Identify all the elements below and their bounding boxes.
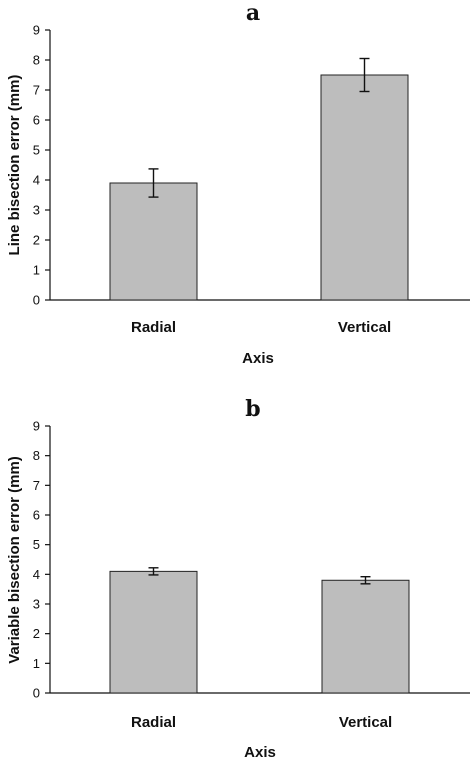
y-tick-label-a: 2 [33,233,40,248]
y-tick-label-a: 7 [33,83,40,98]
y-tick-label-b: 6 [33,508,40,523]
y-tick-label-b: 3 [33,597,40,612]
bars-a: Radial Vertical [109,57,409,336]
y-tick-label-a: 0 [33,293,40,308]
y-tick-label-a: 5 [33,143,40,158]
y-tick-label-b: 5 [33,537,40,552]
category-label-radial-b: Radial [131,714,176,731]
y-axis-title-b: Variable bisection error (mm) [6,456,23,664]
y-tick-label-b: 8 [33,448,40,463]
y-tick-label-b: 1 [33,656,40,671]
y-tick-label-a: 6 [33,113,40,128]
y-tick-label-b: 9 [33,419,40,434]
y-tick-label-a: 4 [33,173,40,188]
chart-b: b Variable bisection error (mm) Axis 0 1 2… [6,396,470,760]
x-axis-title-b: Axis [244,744,276,760]
y-tick-label-a: 8 [33,53,40,68]
y-tick-label-a: 9 [33,23,40,38]
bar-vertical-b [321,579,410,694]
bars-b: Radial Vertical [109,567,410,731]
y-tick-label-b: 2 [33,626,40,641]
y-tick-label-b: 0 [33,686,40,701]
y-tick-label-a: 1 [33,263,40,278]
x-axis-title-a: Axis [242,350,274,367]
panel-label-a: a [246,0,260,26]
chart-a: a Line bisection error (mm) Axis 0 1 2 3 4 5 6… [6,0,470,367]
bar-radial-b [109,570,198,694]
y-axis-title-a: Line bisection error (mm) [6,75,23,256]
bar-vertical-a [320,74,409,301]
y-tick-label-a: 3 [33,203,40,218]
y-tick-label-b: 7 [33,478,40,493]
panel-label-b: b [245,396,260,422]
bar-radial-a [109,182,198,301]
y-tick-label-b: 4 [33,567,40,582]
category-label-radial-a: Radial [131,319,176,336]
category-label-vertical-a: Vertical [338,319,391,336]
category-label-vertical-b: Vertical [339,714,392,731]
